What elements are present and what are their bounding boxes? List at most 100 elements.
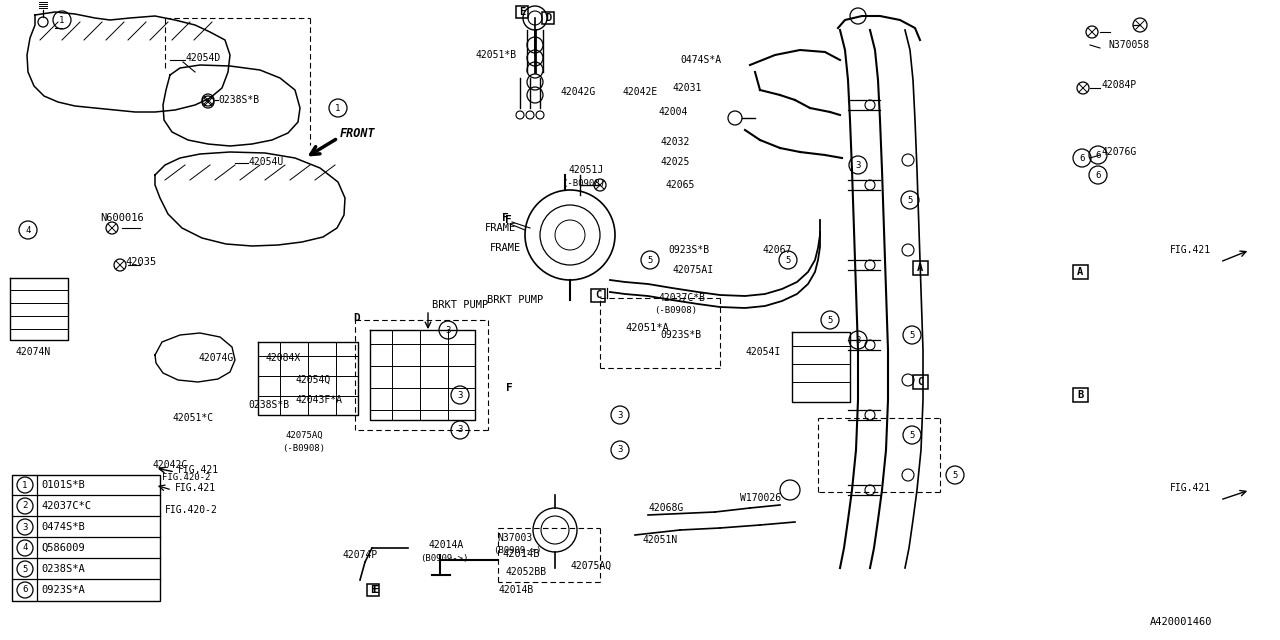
Text: 6: 6 [1079, 154, 1084, 163]
Text: 5: 5 [908, 195, 913, 205]
Text: 42037C*C: 42037C*C [41, 501, 91, 511]
Text: C: C [595, 290, 602, 300]
Text: 6: 6 [1096, 170, 1101, 179]
Text: 5: 5 [827, 316, 833, 324]
Text: 42054Q: 42054Q [294, 375, 330, 385]
Text: F: F [506, 383, 513, 393]
Text: (-B0908): (-B0908) [562, 179, 605, 188]
Bar [516, 6, 529, 18]
Text: 3: 3 [445, 326, 451, 335]
Text: E: E [518, 7, 525, 17]
Text: 4: 4 [22, 543, 28, 552]
Text: F: F [502, 213, 508, 223]
Text: A: A [916, 263, 923, 273]
Text: 3: 3 [22, 522, 28, 531]
Text: E: E [370, 585, 376, 595]
Text: E: E [372, 585, 379, 595]
Bar [1073, 388, 1088, 402]
Text: 42051N: 42051N [643, 535, 677, 545]
Text: 42031: 42031 [672, 83, 701, 93]
Text: N37003: N37003 [497, 533, 532, 543]
Text: 42051*A: 42051*A [625, 323, 668, 333]
Text: FIG.420-2: FIG.420-2 [163, 474, 210, 483]
Text: 1: 1 [59, 15, 65, 24]
Text: N600016: N600016 [100, 213, 143, 223]
Text: C: C [916, 377, 923, 387]
Text: 42051*B: 42051*B [475, 50, 516, 60]
Text: 0101S*B: 0101S*B [41, 480, 84, 490]
Text: FRAME: FRAME [490, 243, 521, 253]
Text: 3: 3 [457, 390, 462, 399]
Text: 42075AQ: 42075AQ [570, 561, 611, 571]
Text: 4: 4 [26, 225, 31, 234]
Text: 42054D: 42054D [186, 53, 220, 63]
Text: 42043F*A: 42043F*A [294, 395, 342, 405]
Text: D: D [545, 13, 552, 23]
Text: 3: 3 [617, 410, 622, 419]
Text: 6: 6 [1096, 150, 1101, 159]
Text: Q586009: Q586009 [41, 543, 84, 553]
Bar [541, 12, 554, 24]
Text: 42042C: 42042C [152, 460, 187, 470]
Text: (-B0908): (-B0908) [654, 305, 698, 314]
Bar [12, 475, 160, 601]
Text: 5: 5 [909, 330, 915, 339]
Text: 42037C*B: 42037C*B [658, 293, 705, 303]
Text: 42054U: 42054U [248, 157, 283, 167]
Bar [913, 375, 928, 389]
Text: 42014A: 42014A [428, 540, 463, 550]
Text: 42004: 42004 [658, 107, 687, 117]
Text: (B0909->): (B0909->) [420, 554, 468, 563]
Text: 3: 3 [617, 445, 622, 454]
Text: 3: 3 [855, 335, 860, 344]
Text: 42084X: 42084X [265, 353, 301, 363]
Text: A420001460: A420001460 [1149, 617, 1212, 627]
Text: FIG.421: FIG.421 [175, 483, 216, 493]
Text: FIG.421: FIG.421 [1170, 483, 1211, 493]
Text: 42052BB: 42052BB [506, 567, 547, 577]
Text: 42074N: 42074N [15, 347, 50, 357]
Bar [367, 584, 379, 596]
Text: 42074P: 42074P [342, 550, 378, 560]
Text: 0474S*A: 0474S*A [680, 55, 721, 65]
Text: 42035: 42035 [125, 257, 156, 267]
Text: FIG.421: FIG.421 [1170, 245, 1211, 255]
Text: W170026: W170026 [740, 493, 781, 503]
Text: F: F [506, 215, 512, 225]
Text: (-B0908): (-B0908) [282, 444, 325, 452]
Text: 42032: 42032 [660, 137, 690, 147]
Text: 0474S*B: 0474S*B [41, 522, 84, 532]
Text: (B0909->): (B0909->) [493, 545, 541, 554]
Text: 5: 5 [952, 470, 957, 479]
Text: B: B [1076, 390, 1083, 400]
Text: BRKT PUMP: BRKT PUMP [433, 300, 488, 310]
Text: FRAME: FRAME [485, 223, 516, 233]
Text: 1: 1 [335, 104, 340, 113]
Text: 5: 5 [786, 255, 791, 264]
Text: 42068G: 42068G [648, 503, 684, 513]
Text: 42076G: 42076G [1102, 147, 1137, 157]
Text: 6: 6 [22, 586, 28, 595]
Text: 0238S*B: 0238S*B [218, 95, 259, 105]
Text: N370058: N370058 [1108, 40, 1149, 50]
Text: 0923S*A: 0923S*A [41, 585, 84, 595]
Text: A: A [1076, 267, 1083, 277]
Text: 0238S*B: 0238S*B [248, 400, 289, 410]
Text: 42051J: 42051J [568, 165, 603, 175]
Text: 42025: 42025 [660, 157, 690, 167]
Text: 42065: 42065 [666, 180, 694, 190]
Text: 3: 3 [855, 161, 860, 170]
Text: 42067: 42067 [762, 245, 791, 255]
Text: 0923S*B: 0923S*B [660, 330, 701, 340]
Text: 42051*C: 42051*C [172, 413, 214, 423]
Text: 0238S*A: 0238S*A [41, 564, 84, 574]
Text: 42042E: 42042E [622, 87, 657, 97]
Text: 5: 5 [22, 564, 28, 573]
Text: 42075AQ: 42075AQ [285, 431, 323, 440]
Text: D: D [353, 313, 360, 323]
Text: 42014B: 42014B [498, 585, 534, 595]
Text: 42014B: 42014B [502, 549, 539, 559]
Bar [913, 261, 928, 275]
Text: FIG.420-2: FIG.420-2 [165, 505, 218, 515]
Text: 2: 2 [22, 502, 28, 511]
